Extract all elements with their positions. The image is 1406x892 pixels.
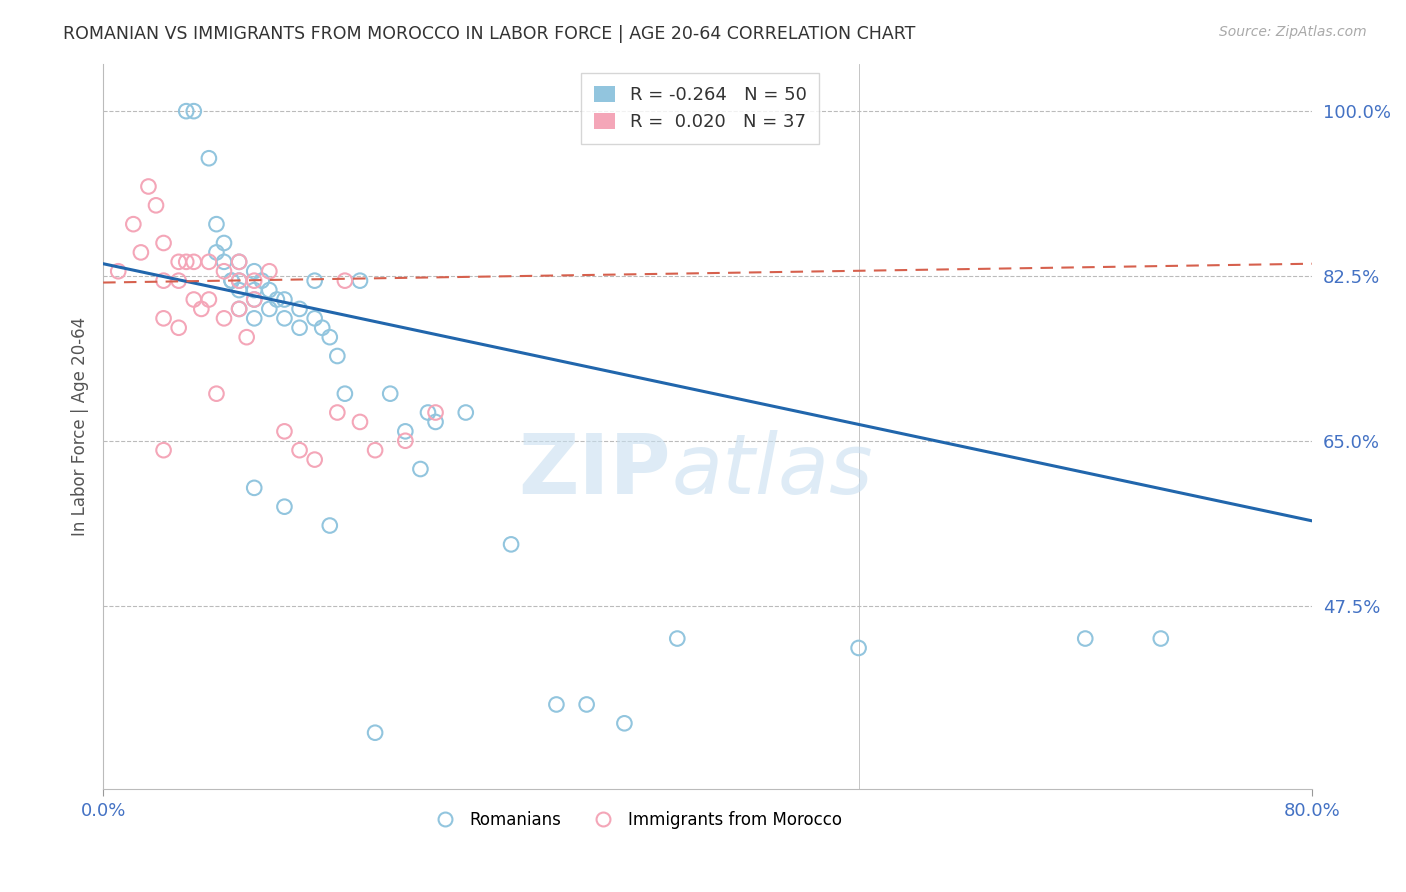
Point xyxy=(311,320,333,334)
Point xyxy=(1074,632,1097,646)
Point xyxy=(228,255,250,269)
Point xyxy=(138,179,160,194)
Point xyxy=(394,434,416,448)
Point xyxy=(212,311,235,326)
Point xyxy=(167,274,190,288)
Point xyxy=(174,104,197,119)
Point xyxy=(416,405,439,419)
Point xyxy=(243,293,266,307)
Point xyxy=(349,415,371,429)
Point xyxy=(145,198,167,212)
Point xyxy=(243,311,266,326)
Point xyxy=(288,301,311,316)
Point xyxy=(304,311,326,326)
Point xyxy=(205,245,228,260)
Point xyxy=(212,255,235,269)
Point xyxy=(349,274,371,288)
Point xyxy=(228,283,250,297)
Point xyxy=(198,151,221,165)
Point xyxy=(190,301,212,316)
Point xyxy=(183,255,205,269)
Point xyxy=(198,255,221,269)
Point xyxy=(183,293,205,307)
Point xyxy=(575,698,598,712)
Point xyxy=(259,283,281,297)
Point xyxy=(243,283,266,297)
Point xyxy=(288,443,311,458)
Point xyxy=(259,301,281,316)
Point xyxy=(304,452,326,467)
Point xyxy=(425,405,447,419)
Point xyxy=(364,443,387,458)
Point xyxy=(319,518,342,533)
Point xyxy=(167,320,190,334)
Point xyxy=(266,293,288,307)
Text: ROMANIAN VS IMMIGRANTS FROM MOROCCO IN LABOR FORCE | AGE 20-64 CORRELATION CHART: ROMANIAN VS IMMIGRANTS FROM MOROCCO IN L… xyxy=(63,25,915,43)
Point xyxy=(394,425,416,439)
Point xyxy=(288,320,311,334)
Point xyxy=(333,386,356,401)
Point xyxy=(250,274,273,288)
Point xyxy=(326,405,349,419)
Point xyxy=(212,264,235,278)
Point xyxy=(174,255,197,269)
Text: atlas: atlas xyxy=(671,430,873,510)
Point xyxy=(228,301,250,316)
Point xyxy=(273,293,295,307)
Point xyxy=(364,725,387,739)
Point xyxy=(152,274,174,288)
Point xyxy=(409,462,432,476)
Point xyxy=(221,274,243,288)
Text: ZIP: ZIP xyxy=(519,430,671,510)
Point xyxy=(425,415,447,429)
Point xyxy=(273,500,295,514)
Point xyxy=(122,217,145,231)
Point xyxy=(259,264,281,278)
Point xyxy=(152,235,174,250)
Point xyxy=(273,311,295,326)
Point xyxy=(167,255,190,269)
Point xyxy=(243,481,266,495)
Point xyxy=(228,301,250,316)
Point xyxy=(304,274,326,288)
Point xyxy=(319,330,342,344)
Point xyxy=(666,632,689,646)
Point xyxy=(380,386,402,401)
Point xyxy=(243,274,266,288)
Text: Source: ZipAtlas.com: Source: ZipAtlas.com xyxy=(1219,25,1367,39)
Point xyxy=(326,349,349,363)
Point xyxy=(198,293,221,307)
Point xyxy=(243,293,266,307)
Point xyxy=(1150,632,1173,646)
Legend: Romanians, Immigrants from Morocco: Romanians, Immigrants from Morocco xyxy=(422,804,849,835)
Point xyxy=(183,104,205,119)
Y-axis label: In Labor Force | Age 20-64: In Labor Force | Age 20-64 xyxy=(72,317,89,536)
Point xyxy=(848,640,870,655)
Point xyxy=(228,274,250,288)
Point xyxy=(273,425,295,439)
Point xyxy=(454,405,477,419)
Point xyxy=(221,274,243,288)
Point xyxy=(333,274,356,288)
Point xyxy=(228,274,250,288)
Point xyxy=(613,716,636,731)
Point xyxy=(107,264,129,278)
Point xyxy=(501,537,523,551)
Point xyxy=(228,255,250,269)
Point xyxy=(205,217,228,231)
Point xyxy=(243,264,266,278)
Point xyxy=(212,235,235,250)
Point xyxy=(546,698,568,712)
Point xyxy=(235,330,257,344)
Point xyxy=(152,443,174,458)
Point xyxy=(129,245,152,260)
Point xyxy=(152,311,174,326)
Point xyxy=(205,386,228,401)
